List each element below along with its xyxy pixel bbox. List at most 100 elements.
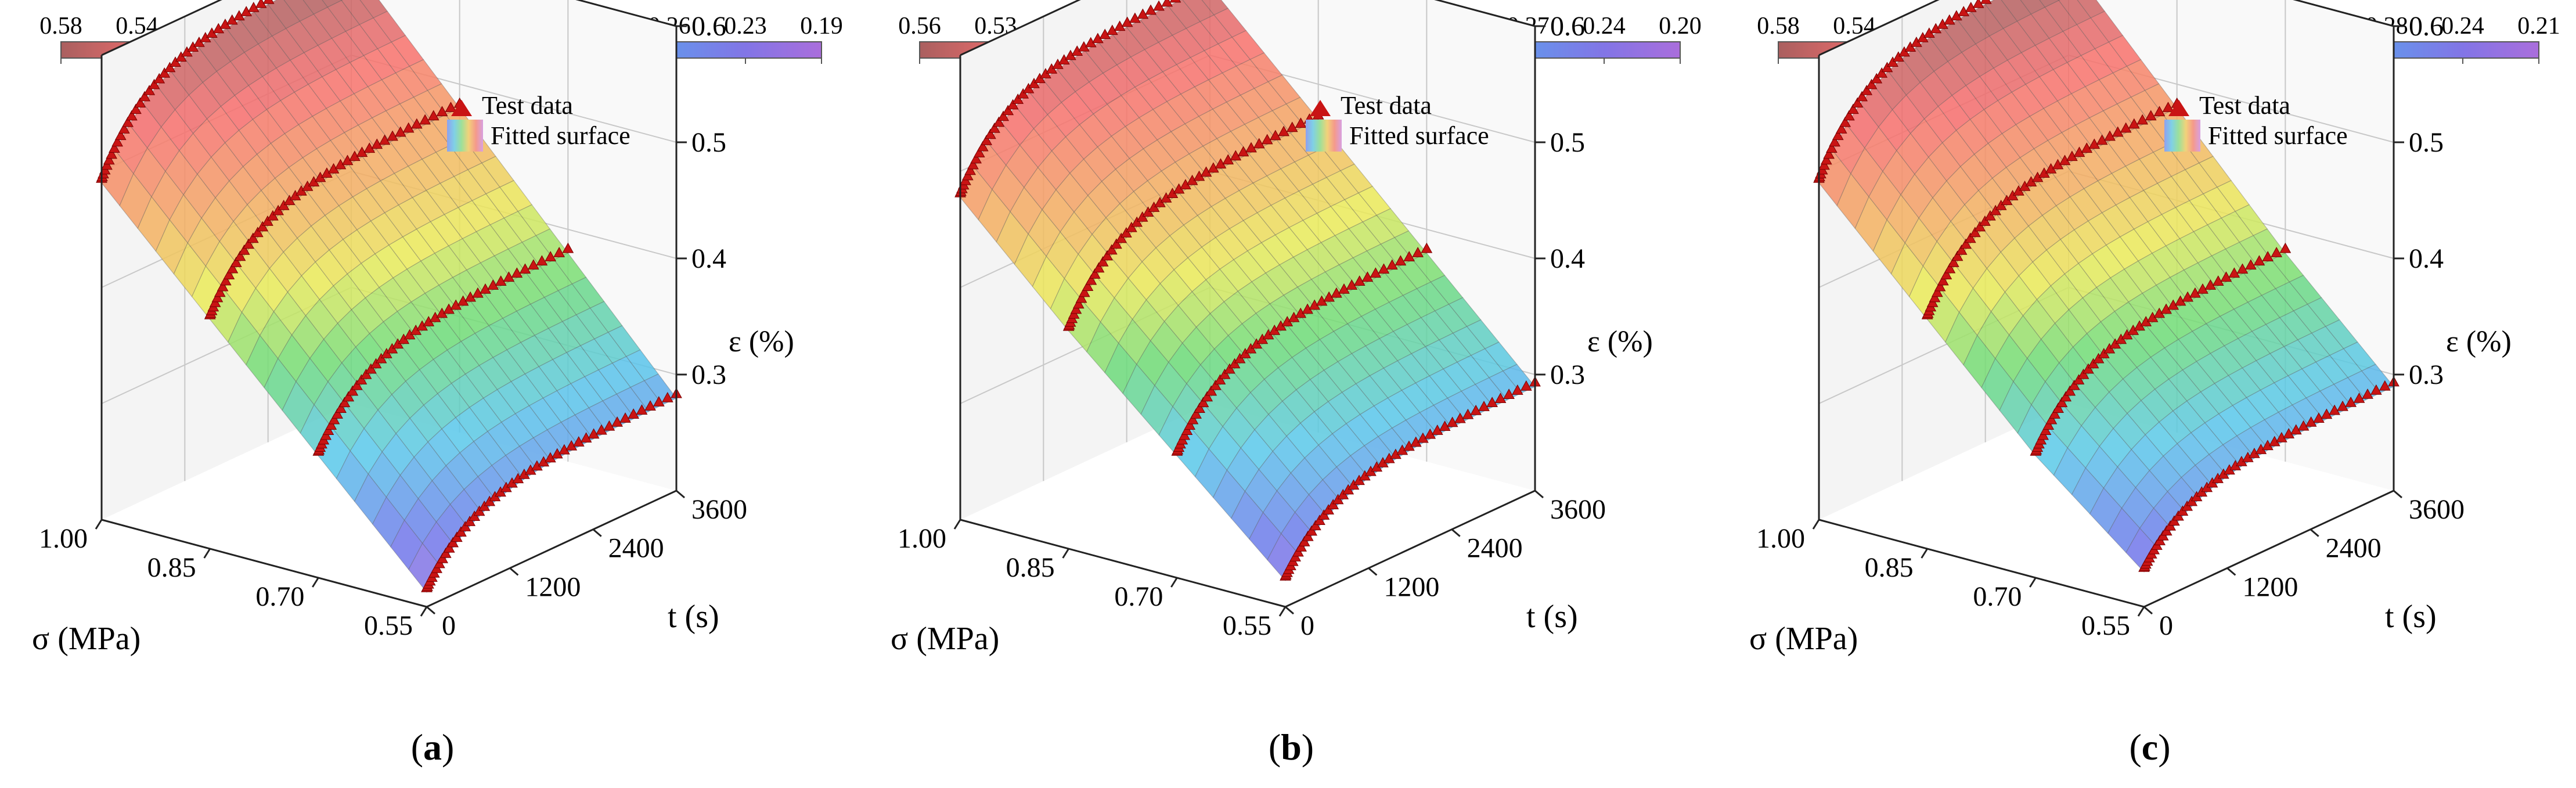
test-data-point bbox=[1861, 85, 1873, 95]
sigma-tick-label: 0.70 bbox=[1973, 581, 2022, 612]
test-data-point bbox=[1980, 0, 1992, 4]
test-data-series bbox=[1171, 242, 1433, 456]
test-data-point bbox=[2271, 247, 2282, 257]
test-data-point bbox=[967, 159, 979, 170]
test-data-point bbox=[1847, 103, 1859, 114]
sigma-tick-mark bbox=[420, 606, 428, 617]
test-data-point bbox=[387, 130, 398, 141]
test-data-point bbox=[1072, 298, 1085, 309]
test-data-point bbox=[1234, 352, 1246, 364]
test-data-point bbox=[1323, 504, 1334, 514]
sigma-axis bbox=[101, 519, 427, 608]
colorbar-tick: 0.58 bbox=[39, 13, 82, 39]
z-tick-label: 0.6 bbox=[691, 11, 726, 42]
test-data-point bbox=[445, 102, 457, 112]
test-data-point bbox=[1856, 91, 1868, 102]
test-data-point bbox=[511, 267, 523, 278]
test-data-point bbox=[1278, 125, 1290, 136]
test-data-point bbox=[2337, 400, 2348, 411]
t-tick-label: 3600 bbox=[691, 494, 747, 525]
test-data-point bbox=[118, 123, 130, 134]
t-tick-mark bbox=[2143, 606, 2153, 615]
test-data-point bbox=[2145, 110, 2157, 121]
test-data-point bbox=[2244, 259, 2257, 270]
colorbar-tick: 0.58 bbox=[1757, 13, 1800, 39]
test-data-point bbox=[1075, 292, 1087, 303]
test-data-point bbox=[335, 402, 347, 413]
z-tick-label: 0.3 bbox=[1550, 359, 1585, 390]
sigma-tick-label: 0.55 bbox=[364, 610, 413, 641]
sigma-tick-label: 0.85 bbox=[1006, 552, 1055, 583]
z-tick-label: 0.6 bbox=[2409, 11, 2444, 42]
test-data-point bbox=[1097, 256, 1109, 267]
test-data-point bbox=[410, 118, 423, 129]
test-data-point bbox=[262, 215, 273, 226]
test-data-point bbox=[2137, 114, 2149, 125]
legend-test-marker bbox=[2168, 100, 2189, 116]
panel-label: (b) bbox=[1269, 726, 1314, 768]
test-data-point bbox=[226, 262, 239, 274]
test-data-point bbox=[214, 286, 226, 297]
test-data-point bbox=[1944, 262, 1956, 274]
t-tick-mark bbox=[1368, 567, 1378, 576]
panel-a: 0.580.540.500.460.420.380.340.300.260.23… bbox=[32, 0, 843, 768]
test-data-point bbox=[1951, 250, 1963, 261]
test-data-point bbox=[1237, 146, 1249, 157]
t-tick-label: 0 bbox=[442, 610, 456, 641]
test-data-point bbox=[2353, 393, 2365, 403]
test-data-point bbox=[402, 122, 415, 133]
test-data-point bbox=[1421, 242, 1433, 253]
test-data-point bbox=[1964, 232, 1976, 243]
test-data-point bbox=[2104, 130, 2116, 141]
test-data-point bbox=[134, 97, 146, 108]
z-tick-label: 0.6 bbox=[1550, 11, 1585, 42]
sigma-axis bbox=[960, 519, 1286, 608]
t-tick-label: 2400 bbox=[1467, 533, 1523, 564]
test-data-point bbox=[2162, 102, 2174, 112]
test-data-point bbox=[1093, 262, 1105, 273]
test-data-point bbox=[1181, 424, 1193, 435]
t-axis bbox=[1285, 490, 1536, 608]
colorbar-tick: 0.19 bbox=[800, 13, 843, 39]
test-data-point bbox=[164, 62, 176, 73]
sigma-tick-mark bbox=[953, 519, 961, 530]
test-data-point bbox=[103, 154, 115, 165]
test-data-point bbox=[1121, 227, 1132, 238]
test-data-point bbox=[109, 142, 120, 153]
test-data-series bbox=[312, 242, 574, 456]
test-data-point bbox=[1511, 384, 1523, 395]
test-data-point bbox=[267, 210, 279, 221]
test-data-point bbox=[1346, 279, 1358, 290]
test-data-point bbox=[1929, 292, 1941, 303]
test-data-point bbox=[628, 408, 639, 419]
test-data-point bbox=[252, 226, 264, 238]
test-data-point bbox=[1169, 0, 1181, 3]
test-data-point bbox=[527, 259, 539, 270]
t-tick-label: 3600 bbox=[1550, 494, 1606, 525]
test-data-point bbox=[375, 352, 387, 364]
test-data-point bbox=[1017, 88, 1029, 99]
test-data-point bbox=[2128, 118, 2140, 129]
test-data-point bbox=[1835, 123, 1847, 134]
sigma-tick-mark bbox=[1062, 548, 1069, 559]
test-data-point bbox=[2073, 374, 2085, 385]
sigma-tick-label: 1.00 bbox=[1756, 523, 1805, 554]
test-data-series bbox=[1921, 97, 2183, 319]
test-data-point bbox=[1306, 525, 1317, 536]
test-data-point bbox=[1161, 0, 1173, 7]
legend-surface-swatch bbox=[2164, 120, 2200, 152]
test-data-point bbox=[1947, 257, 1959, 267]
test-data-point bbox=[143, 85, 156, 95]
test-data-point bbox=[365, 363, 377, 374]
test-data-point bbox=[1881, 62, 1893, 73]
test-data-point bbox=[328, 413, 340, 424]
strain-axis-title: ε (%) bbox=[1587, 325, 1653, 358]
test-data-point bbox=[126, 110, 138, 121]
test-data-point bbox=[562, 242, 574, 253]
test-data-point bbox=[1292, 546, 1304, 557]
test-data-point bbox=[1153, 0, 1165, 11]
test-data-point bbox=[1378, 263, 1390, 274]
sigma-tick-label: 0.70 bbox=[1114, 581, 1163, 612]
test-data-point bbox=[223, 269, 235, 280]
